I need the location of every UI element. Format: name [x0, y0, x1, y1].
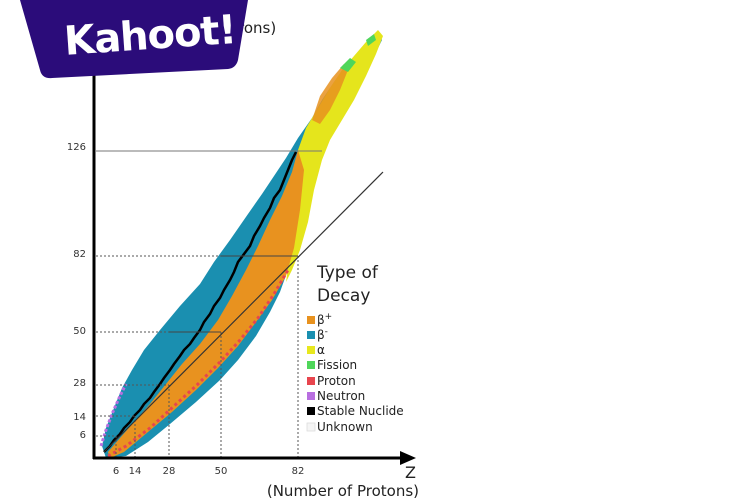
legend-label-fission: Fission [317, 358, 357, 372]
y-tick-6: 6 [80, 430, 86, 441]
legend-swatch-beta-minus [307, 331, 315, 339]
legend-label-proton: Proton [317, 374, 356, 388]
n-equals-z-line [103, 171, 384, 453]
legend-label-unknown: Unknown [317, 420, 373, 434]
y-tick-50: 50 [73, 326, 86, 337]
x-tick-28: 28 [163, 466, 176, 477]
y-tick-28: 28 [73, 378, 86, 389]
legend-label-beta-plus: β+ [317, 312, 332, 327]
x-axis-title: (Number of Protons) [267, 482, 419, 500]
y-tick-14: 14 [73, 412, 86, 423]
legend-swatch-beta-plus [307, 316, 315, 324]
legend-swatch-proton [307, 377, 315, 385]
legend-title-line2: Decay [317, 286, 370, 306]
x-tick-14: 14 [129, 466, 142, 477]
x-tick-6: 6 [113, 466, 119, 477]
legend-title-line1: Type of [316, 263, 379, 283]
legend: Type of Decay β+ β- α Fission Proton Neu… [306, 263, 404, 434]
legend-label-alpha: α [317, 343, 325, 357]
legend-label-neutron: Neutron [317, 389, 365, 403]
region-neutron [99, 383, 128, 447]
y-tick-126: 126 [67, 142, 86, 153]
stable-nuclide-line [103, 151, 298, 453]
x-axis-symbol: Z [405, 463, 416, 482]
region-beta-plus [108, 150, 304, 458]
legend-swatch-alpha [307, 346, 315, 354]
x-tick-50: 50 [215, 466, 228, 477]
legend-swatch-stable [307, 407, 315, 415]
x-tick-82: 82 [292, 466, 305, 477]
region-beta-plus-heavy [312, 64, 348, 124]
region-fission-2 [366, 34, 376, 46]
legend-swatch-unknown [306, 422, 316, 432]
region-fission [340, 58, 356, 72]
legend-label-beta-minus: β- [317, 327, 328, 342]
y-tick-82: 82 [73, 249, 86, 260]
y-axis-title-fragment: rons) [238, 19, 276, 37]
region-alpha [286, 30, 383, 282]
legend-swatch-fission [307, 361, 315, 369]
kahoot-logo-badge: Kahoot! [20, 0, 248, 79]
legend-swatch-neutron [307, 392, 315, 400]
kahoot-badge-shape [20, 0, 248, 79]
x-axis-arrow-icon [400, 451, 416, 465]
legend-label-stable: Stable Nuclide [317, 404, 404, 418]
